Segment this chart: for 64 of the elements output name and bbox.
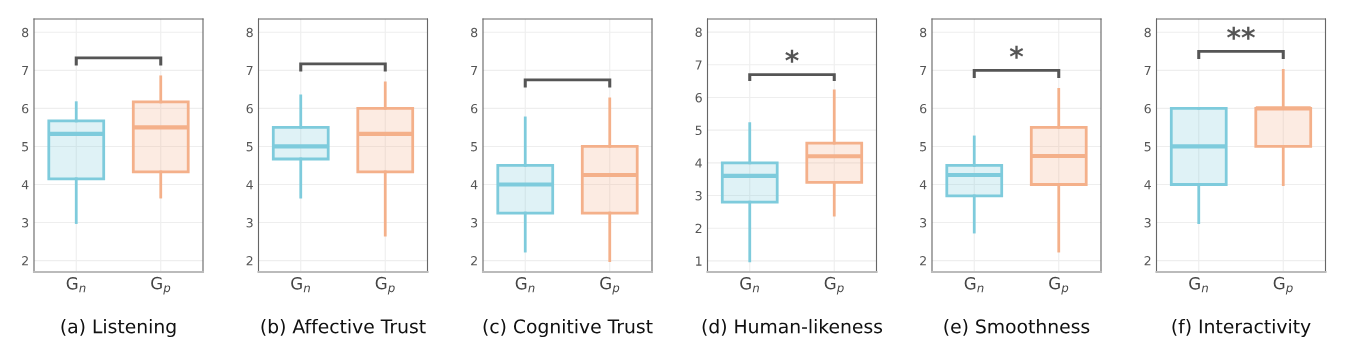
x-tick-label: G$_{p}$ xyxy=(1273,276,1293,295)
y-tick-label: 6 xyxy=(1144,103,1151,114)
y-tick-label: 4 xyxy=(21,180,29,190)
y-tick-label: 5 xyxy=(920,142,927,152)
x-tick-label: G$_{n}$ xyxy=(515,277,535,293)
y-tick-label: 7 xyxy=(1144,66,1151,76)
text: (a) Listening xyxy=(61,318,176,338)
y-tick-label: 7 xyxy=(22,66,29,76)
y-tick-label: 2 xyxy=(471,256,477,266)
y-tick-label: 6 xyxy=(246,103,253,114)
y-tick-label: 2 xyxy=(246,256,253,266)
y-tick-label: 8 xyxy=(695,27,702,37)
y-tick-label: 6 xyxy=(920,103,927,114)
y-tick-label: 5 xyxy=(22,142,29,152)
annotation: ** xyxy=(1227,26,1255,40)
x-tick-label: G$_{p}$ xyxy=(375,276,395,295)
text: (c) Cognitive Trust xyxy=(483,318,653,338)
y-tick-label: 5 xyxy=(471,142,478,152)
y-tick-label: 7 xyxy=(920,66,927,76)
y-tick-label: 1 xyxy=(696,256,702,266)
y-tick-label: 5 xyxy=(695,125,702,136)
y-tick-label: 3 xyxy=(246,218,253,228)
y-tick-label: 2 xyxy=(22,256,28,266)
x-tick-label: G$_{n}$ xyxy=(1189,277,1208,293)
y-tick-label: 6 xyxy=(695,92,702,103)
x-tick-label: G$_{p}$ xyxy=(824,276,844,295)
y-tick-label: 5 xyxy=(246,142,253,152)
y-tick-label: 8 xyxy=(471,27,478,38)
x-tick-label: G$_{n}$ xyxy=(66,277,86,293)
y-tick-label: 8 xyxy=(920,27,927,38)
y-tick-label: 4 xyxy=(246,180,253,190)
y-tick-label: 3 xyxy=(471,218,478,228)
annotation: * xyxy=(1009,45,1024,59)
x-tick-label: G$_{n}$ xyxy=(740,277,759,293)
x-tick-label: G$_{p}$ xyxy=(600,276,620,295)
y-tick-label: 6 xyxy=(22,103,29,114)
x-tick-label: G$_{n}$ xyxy=(964,277,984,293)
y-tick-label: 8 xyxy=(22,27,29,38)
y-tick-label: 5 xyxy=(1144,142,1151,152)
y-tick-label: 2 xyxy=(1144,256,1151,266)
text: (d) Human-likeness xyxy=(702,318,883,336)
x-tick-label: G$_{p}$ xyxy=(151,276,171,295)
y-tick-label: 8 xyxy=(1144,27,1151,38)
annotation: * xyxy=(785,49,799,63)
y-tick-label: 3 xyxy=(920,218,927,228)
y-tick-label: 6 xyxy=(471,103,478,114)
y-tick-label: 4 xyxy=(1144,180,1151,190)
y-tick-label: 2 xyxy=(695,223,702,233)
text: (b) Affective Trust xyxy=(261,318,426,336)
y-tick-label: 2 xyxy=(920,256,926,266)
y-tick-label: 7 xyxy=(246,66,253,76)
y-tick-label: 3 xyxy=(695,190,702,201)
y-tick-label: 4 xyxy=(470,180,478,190)
y-tick-label: 8 xyxy=(246,27,253,38)
y-tick-label: 7 xyxy=(695,60,702,70)
x-tick-label: G$_{p}$ xyxy=(1049,276,1069,295)
y-tick-label: 3 xyxy=(1144,218,1151,228)
y-tick-label: 4 xyxy=(919,180,927,190)
text: (f) Interactivity xyxy=(1172,318,1311,338)
x-tick-label: G$_{n}$ xyxy=(291,277,310,293)
y-tick-label: 4 xyxy=(695,158,702,168)
y-tick-label: 3 xyxy=(22,218,29,228)
text: (e) Smoothness xyxy=(944,318,1090,336)
y-tick-label: 7 xyxy=(471,66,478,76)
